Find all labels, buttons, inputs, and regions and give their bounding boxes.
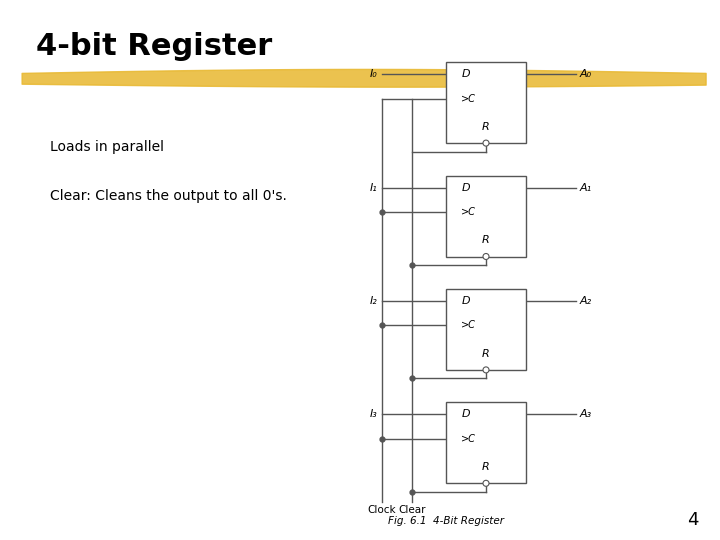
Text: >C: >C (461, 207, 475, 217)
Bar (446, 62, 526, 143)
Text: >C: >C (461, 93, 475, 104)
Text: Clear: Clear (398, 505, 426, 515)
Text: I₂: I₂ (370, 296, 377, 306)
Bar (446, 402, 526, 483)
Text: A₃: A₃ (580, 409, 592, 420)
Circle shape (483, 140, 489, 146)
Circle shape (483, 367, 489, 373)
Circle shape (483, 480, 489, 487)
Circle shape (483, 253, 489, 260)
Text: R: R (482, 462, 490, 472)
Text: A₂: A₂ (580, 296, 592, 306)
Text: D: D (462, 69, 470, 79)
Text: I₀: I₀ (370, 69, 377, 79)
Bar (446, 289, 526, 370)
Text: Fig. 6.1  4-Bit Register: Fig. 6.1 4-Bit Register (388, 516, 505, 526)
Text: >C: >C (461, 434, 475, 444)
Text: D: D (462, 296, 470, 306)
Text: Clock: Clock (367, 505, 396, 515)
Text: D: D (462, 183, 470, 193)
Text: D: D (462, 409, 470, 420)
Text: I₁: I₁ (370, 183, 377, 193)
Text: A₀: A₀ (580, 69, 592, 79)
Text: R: R (482, 235, 490, 245)
Text: Clear: Cleans the output to all 0's.: Clear: Cleans the output to all 0's. (50, 189, 287, 203)
Text: R: R (482, 122, 490, 132)
Text: I₃: I₃ (370, 409, 377, 420)
Text: >C: >C (461, 320, 475, 330)
Text: 4-bit Register: 4-bit Register (36, 32, 272, 62)
Text: Loads in parallel: Loads in parallel (50, 140, 164, 154)
Bar (446, 176, 526, 256)
Text: R: R (482, 349, 490, 359)
Text: A₁: A₁ (580, 183, 592, 193)
Text: 4: 4 (687, 511, 698, 529)
